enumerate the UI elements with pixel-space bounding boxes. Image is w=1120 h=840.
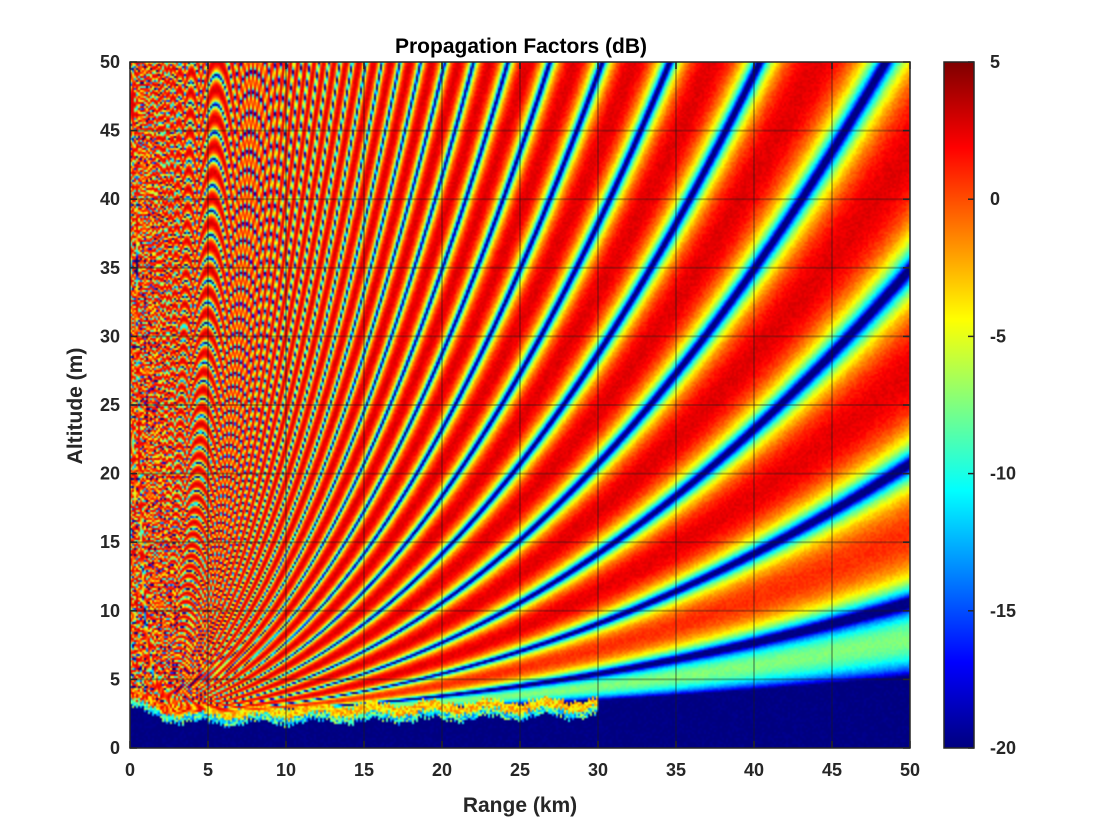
chart-title: Propagation Factors (dB) bbox=[395, 35, 647, 58]
y-tick-label: 35 bbox=[100, 258, 120, 278]
colorbar: -20 -15 -10 -5 0 5 bbox=[943, 52, 1016, 758]
x-axis-label: Range (km) bbox=[463, 794, 577, 817]
y-tick-label: 20 bbox=[100, 464, 120, 484]
y-axis-ticks: 0 5 10 15 20 25 30 35 40 45 50 bbox=[100, 52, 910, 758]
x-tick-label: 0 bbox=[125, 760, 135, 780]
x-tick-label: 35 bbox=[666, 760, 686, 780]
x-tick-label: 45 bbox=[822, 760, 842, 780]
colorbar-tick-label: 0 bbox=[990, 189, 1000, 209]
x-tick-label: 30 bbox=[588, 760, 608, 780]
y-tick-label: 25 bbox=[100, 395, 120, 415]
y-tick-label: 15 bbox=[100, 532, 120, 552]
grid-lines bbox=[130, 62, 910, 748]
y-tick-label: 30 bbox=[100, 326, 120, 346]
x-tick-label: 10 bbox=[276, 760, 296, 780]
y-tick-label: 45 bbox=[100, 121, 120, 141]
colorbar-gradient bbox=[944, 62, 974, 748]
y-tick-label: 5 bbox=[110, 669, 120, 689]
y-tick-label: 50 bbox=[100, 52, 120, 72]
y-tick-label: 0 bbox=[110, 738, 120, 758]
colorbar-tick-label: -20 bbox=[990, 738, 1016, 758]
plot-area: 0 5 10 15 20 25 30 35 40 45 50 0 5 10 15 20 25 30 35 40 45 5… bbox=[100, 52, 920, 780]
heatmap-image bbox=[130, 62, 910, 748]
colorbar-frame bbox=[943, 61, 975, 749]
x-tick-label: 25 bbox=[510, 760, 530, 780]
x-tick-label: 5 bbox=[203, 760, 213, 780]
x-tick-label: 15 bbox=[354, 760, 374, 780]
colorbar-ticks: -20 -15 -10 -5 0 5 bbox=[968, 52, 1016, 758]
y-tick-label: 10 bbox=[100, 601, 120, 621]
colorbar-tick-label: -15 bbox=[990, 601, 1016, 621]
colorbar-tick-label: -10 bbox=[990, 464, 1016, 484]
y-tick-label: 40 bbox=[100, 189, 120, 209]
x-tick-label: 40 bbox=[744, 760, 764, 780]
x-tick-label: 50 bbox=[900, 760, 920, 780]
x-axis-ticks: 0 5 10 15 20 25 30 35 40 45 50 bbox=[125, 62, 920, 780]
colorbar-tick-label: -5 bbox=[990, 326, 1006, 346]
x-tick-label: 20 bbox=[432, 760, 452, 780]
colorbar-tick-label: 5 bbox=[990, 52, 1000, 72]
y-axis-label: Altitude (m) bbox=[64, 348, 87, 465]
